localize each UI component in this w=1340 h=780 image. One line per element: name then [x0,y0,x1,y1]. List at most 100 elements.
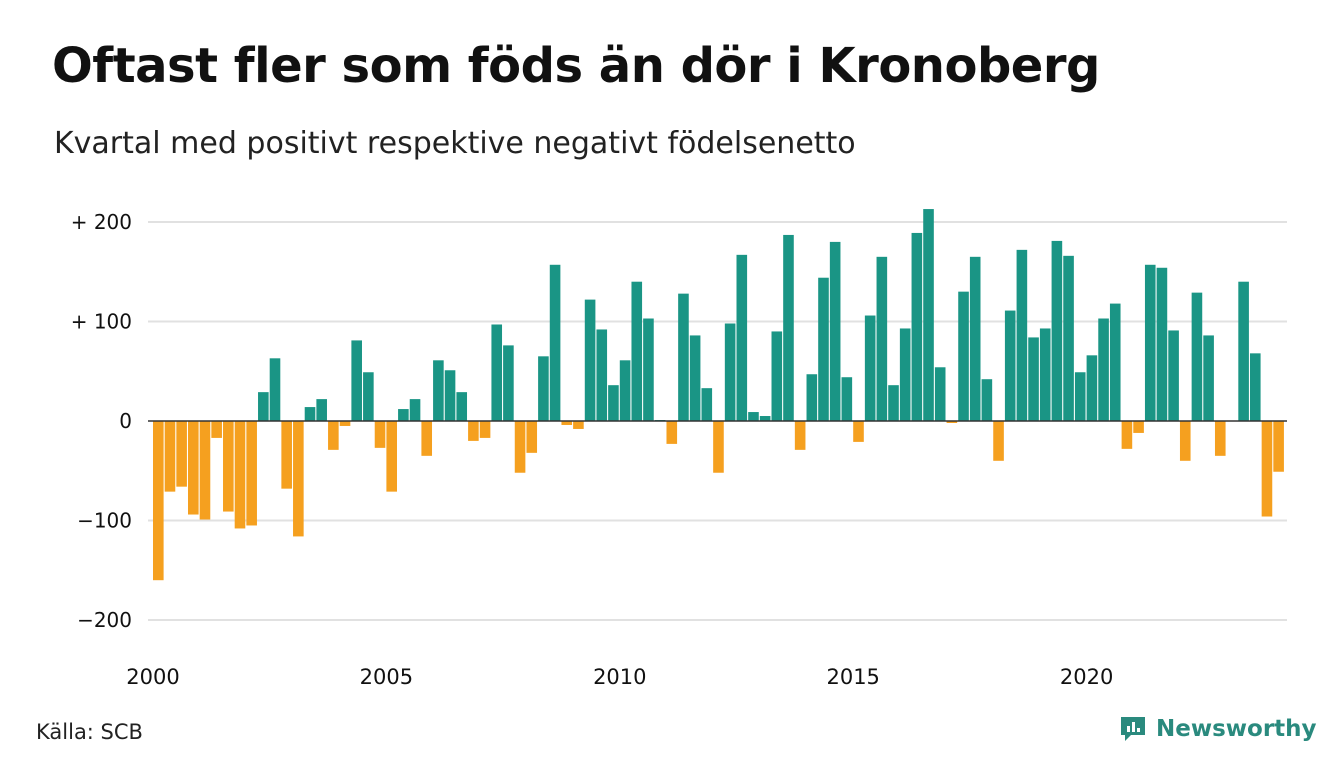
x-tick-label: 2000 [126,665,179,689]
bar [841,377,853,421]
bar [771,331,783,421]
bar [1121,421,1133,449]
bar [911,232,923,421]
grid-lines [148,221,1287,621]
bar [1249,353,1261,421]
y-tick-label: 0 [119,409,132,433]
bar [619,360,631,422]
bar [759,416,771,421]
bar [899,328,911,421]
bar [293,421,304,537]
bar [678,293,689,421]
bar [958,291,969,421]
bar [876,256,888,421]
bar [316,399,327,421]
bar [409,399,421,421]
bar [444,370,456,421]
bar [1203,335,1214,421]
bar [164,421,176,492]
bar [1039,328,1051,421]
bar [258,392,269,421]
bar [643,318,654,421]
y-tick-label: −200 [77,608,132,632]
x-tick-label: 2010 [593,665,646,689]
brand-logo: Newsworthy [1118,714,1317,744]
bar [561,421,573,425]
bar [374,421,386,448]
bar [281,421,292,489]
bar [188,421,199,515]
bar [1133,421,1144,433]
bar [701,388,713,422]
x-tick-label: 2005 [360,665,413,689]
bar [526,421,538,453]
bar [829,241,841,421]
bar [223,421,234,512]
bar [1261,421,1273,517]
bar [433,360,444,422]
bar [491,324,503,422]
bar [689,335,701,421]
bar [584,299,596,421]
bar [234,421,246,529]
bar [269,358,281,421]
chart-title: Oftast fler som föds än dör i Kronoberg [52,38,1100,94]
bar [806,374,818,422]
bar-chart: + 200 + 100 0 −100 −200 2000 2005 2010 2015 2020 [71,209,1287,689]
bar [1273,421,1284,472]
bar [176,421,187,487]
bars [153,209,1284,581]
bar [153,421,164,581]
bar [1028,337,1039,421]
chart-subtitle: Kvartal med positivt respektive negativt… [54,126,856,161]
bar [339,421,351,426]
bar [783,234,794,421]
bar [549,264,561,421]
bar [748,412,759,422]
bar [666,421,678,444]
bar [386,421,397,492]
bar [421,421,433,456]
bar [853,421,864,442]
bar [1156,267,1168,421]
bar [923,209,934,421]
bar [596,329,608,421]
y-tick-label: + 200 [71,210,132,234]
bar [351,340,362,421]
bar [1191,292,1203,421]
bar [246,421,257,526]
bar [211,421,222,438]
bar [981,379,993,421]
bar [398,409,409,421]
y-tick-label: + 100 [71,310,132,334]
bar [468,421,479,441]
bar [328,421,339,450]
bar [631,281,643,421]
newsworthy-logo-icon [1121,717,1145,741]
bar [1086,355,1098,421]
bar [713,421,724,473]
bar [199,421,211,520]
bar [1074,372,1086,422]
bar [946,421,958,423]
bar [1063,255,1074,421]
bar [934,367,946,421]
x-tick-label: 2015 [826,665,879,689]
bar [993,421,1004,461]
bar [304,407,316,421]
bar [888,385,899,421]
y-tick-label: −100 [77,509,132,533]
bar [1051,240,1063,421]
bar [1179,421,1191,461]
source-label: Källa: SCB [36,720,143,744]
bar [969,256,981,421]
bar [1168,330,1179,421]
bar [538,356,549,421]
bar [503,345,514,421]
bar [724,323,736,421]
brand-name: Newsworthy [1156,716,1317,742]
bar [818,277,829,421]
bar [363,372,374,422]
bar [1016,249,1028,421]
x-tick-label: 2020 [1060,665,1113,689]
